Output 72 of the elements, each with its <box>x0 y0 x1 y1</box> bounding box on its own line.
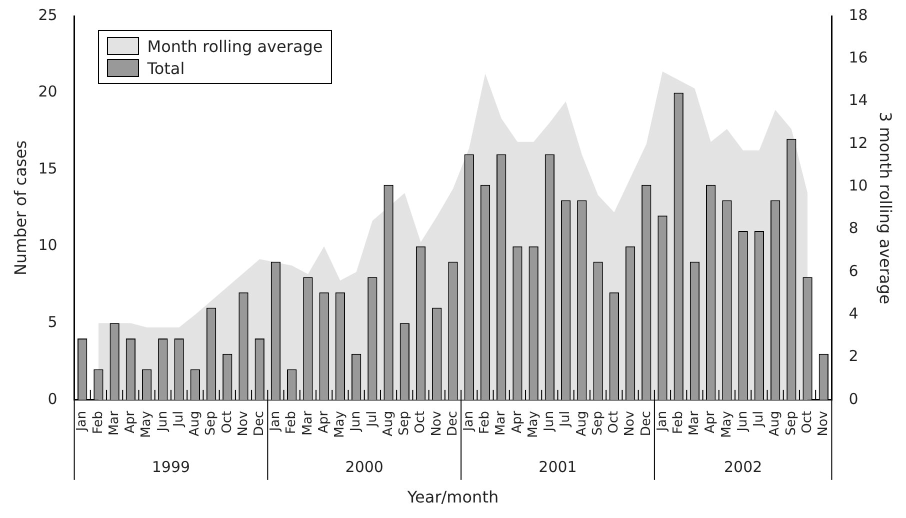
y-axis-title: Number of cases <box>10 140 30 276</box>
x-tick-label: Aug <box>574 410 590 436</box>
x-tick-label: Oct <box>800 410 815 434</box>
x-tick-label: Aug <box>188 410 203 436</box>
x-tick-label: Jul <box>752 410 767 428</box>
y-tick-label: 0 <box>48 390 58 408</box>
text: 2000 <box>345 458 384 476</box>
y2-tick-label: 6 <box>848 262 858 280</box>
x-tick-label: Sep <box>204 410 219 436</box>
x-tick-label: May <box>719 410 734 438</box>
x-tick-label: Jul <box>364 410 380 428</box>
x-tick-label: Jan <box>654 410 670 432</box>
y2-tick-label: 12 <box>848 134 868 152</box>
x-tick-label: Aug <box>768 410 783 436</box>
x-tick-label: May <box>526 410 541 438</box>
x-tick-label: Jan <box>461 410 476 432</box>
x-tick-label: May <box>139 410 154 438</box>
legend-label: Total <box>147 58 185 78</box>
x-tick-label: Apr <box>123 410 138 434</box>
x-tick-label: Dec <box>252 410 267 436</box>
x-tick-label: Feb <box>670 410 686 434</box>
y-tick-label: 5 <box>48 313 58 332</box>
x-axis-title: Year/month <box>406 488 499 507</box>
y2-tick-label: 8 <box>848 219 858 238</box>
x-tick-label: Feb <box>478 410 493 434</box>
legend-label: Month rolling average <box>147 36 323 56</box>
y2-axis-title: 3 month rolling average <box>876 112 896 304</box>
text: 2001 <box>538 458 577 476</box>
x-tick-label: Jun <box>542 410 558 432</box>
x-tick-label: Jan <box>74 410 90 432</box>
x-tick-label: Nov <box>816 410 832 436</box>
text: 2002 <box>724 458 762 476</box>
y2-tick-label: 14 <box>848 91 868 110</box>
y2-tick-label: 4 <box>848 304 858 322</box>
y-tick-label: 25 <box>38 6 58 24</box>
y-tick-label: 20 <box>38 82 58 101</box>
x-tick-label: Jun <box>735 410 750 432</box>
y-tick-label: 15 <box>38 159 58 178</box>
x-tick-label: Apr <box>316 410 332 434</box>
x-tick-label: Nov <box>236 410 251 436</box>
x-tick-label: Jun <box>348 410 364 432</box>
x-tick-label: Mar <box>687 410 702 436</box>
y2-tick-label: 0 <box>848 390 858 408</box>
x-tick-label: Feb <box>284 410 300 434</box>
y2-tick-label: 18 <box>848 6 868 24</box>
text: 1999 <box>152 458 190 476</box>
y-tick-label: 10 <box>38 236 58 254</box>
x-tick-label: Aug <box>380 410 396 436</box>
x-tick-label: Jul <box>171 410 186 428</box>
x-tick-label: Dec <box>638 410 654 436</box>
x-tick-label: Apr <box>510 410 525 434</box>
x-tick-label: Sep <box>784 410 799 436</box>
y2-tick-label: 2 <box>848 347 858 366</box>
x-tick-label: Nov <box>429 410 444 436</box>
x-tick-label: Oct <box>413 410 428 434</box>
x-tick-label: Mar <box>494 410 509 436</box>
x-tick-label: Jun <box>155 410 170 432</box>
x-tick-label: Jul <box>558 410 574 428</box>
x-tick-label: Nov <box>622 410 638 436</box>
x-tick-label: Jan <box>268 410 284 432</box>
x-tick-label: Sep <box>397 410 412 436</box>
x-tick-label: Oct <box>606 410 622 434</box>
x-tick-label: Mar <box>300 410 316 436</box>
x-tick-label: Sep <box>590 410 606 436</box>
x-tick-label: Feb <box>90 410 106 434</box>
y2-tick-label: 16 <box>848 48 868 67</box>
x-tick-label: Mar <box>106 410 122 436</box>
y2-tick-label: 10 <box>848 176 868 195</box>
x-tick-label: Dec <box>445 410 460 436</box>
x-tick-label: May <box>332 410 348 438</box>
x-tick-label: Apr <box>703 410 718 434</box>
x-tick-label: Oct <box>220 410 235 434</box>
